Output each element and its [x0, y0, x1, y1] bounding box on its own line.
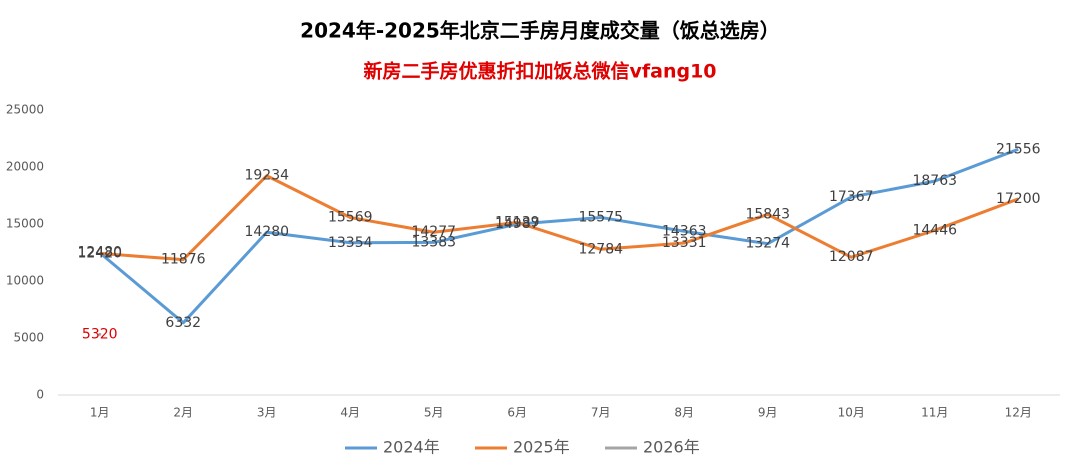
- x-tick-label: 6月: [507, 406, 527, 420]
- data-label: 15843: [745, 206, 790, 222]
- y-tick-label: 20000: [6, 160, 44, 174]
- legend-label: 2024年: [383, 438, 440, 457]
- y-tick-label: 0: [36, 388, 44, 402]
- legend-label: 2025年: [513, 438, 570, 457]
- legend-label: 2026年: [643, 438, 700, 457]
- x-tick-label: 5月: [424, 406, 444, 420]
- data-label: 17200: [996, 191, 1041, 207]
- data-label: 6332: [165, 315, 201, 331]
- y-tick-label: 15000: [6, 217, 44, 231]
- data-label: 18763: [912, 173, 957, 189]
- chart-subtitle: 新房二手房优惠折扣加饭总微信vfang10: [363, 60, 716, 83]
- data-label: 14987: [495, 216, 540, 232]
- series-line: [99, 174, 1019, 262]
- x-tick-label: 1月: [90, 406, 110, 420]
- x-tick-label: 4月: [340, 406, 360, 420]
- data-label: 14277: [411, 224, 456, 240]
- data-label: 5320: [82, 326, 118, 342]
- data-label: 19234: [244, 168, 289, 184]
- data-label: 15575: [578, 209, 623, 225]
- data-label: 12420: [77, 245, 122, 261]
- data-label: 21556: [996, 141, 1041, 157]
- data-label: 12784: [578, 241, 623, 257]
- data-label: 13274: [745, 236, 790, 252]
- x-tick-label: 7月: [591, 406, 611, 420]
- data-label: 14280: [244, 224, 289, 240]
- data-label: 14363: [662, 223, 707, 239]
- x-tick-label: 3月: [257, 406, 277, 420]
- data-label: 13354: [328, 235, 373, 251]
- data-label: 13383: [411, 234, 456, 250]
- y-tick-label: 25000: [6, 103, 44, 117]
- y-tick-label: 5000: [13, 331, 44, 345]
- data-label: 12087: [829, 249, 874, 265]
- data-label: 14446: [912, 222, 957, 238]
- data-label: 15139: [495, 214, 540, 230]
- y-tick-label: 10000: [6, 274, 44, 288]
- chart-title: 2024年-2025年北京二手房月度成交量（饭总选房）: [300, 19, 780, 43]
- x-tick-label: 8月: [674, 406, 694, 420]
- x-tick-label: 11月: [921, 406, 948, 420]
- data-label: 13331: [662, 235, 707, 251]
- x-tick-label: 2月: [173, 406, 193, 420]
- x-tick-label: 9月: [758, 406, 778, 420]
- point: [98, 332, 102, 336]
- data-label: 12480: [77, 245, 122, 261]
- data-label: 15569: [328, 210, 373, 226]
- data-label: 17367: [829, 189, 874, 205]
- x-tick-label: 12月: [1005, 406, 1032, 420]
- data-label: 11876: [161, 252, 206, 268]
- x-tick-label: 10月: [838, 406, 865, 420]
- series-line: [98, 147, 1019, 325]
